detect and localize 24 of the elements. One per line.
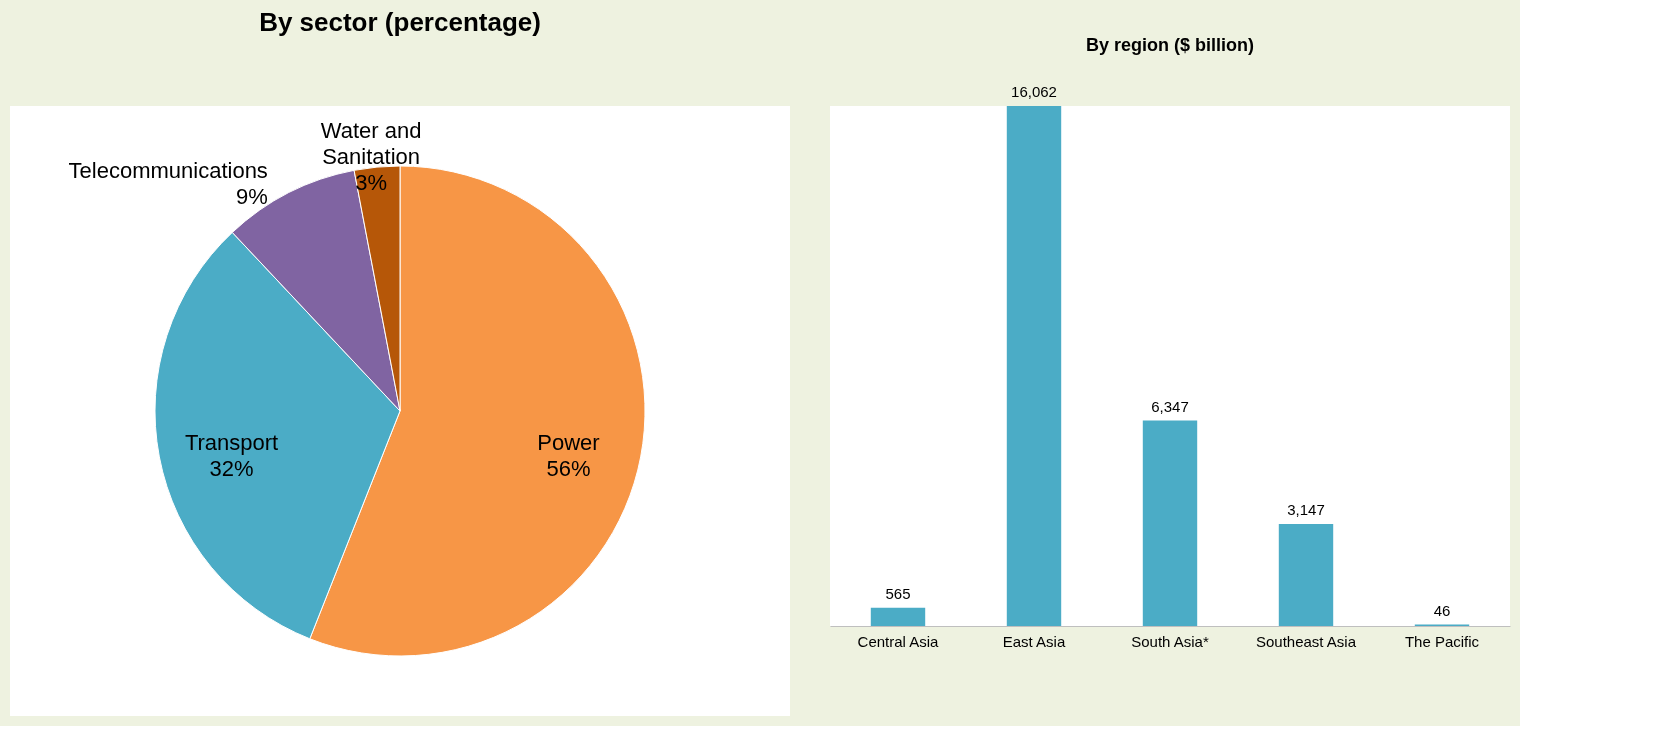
data-label: 6,347 [1151, 397, 1189, 415]
x-tick-label: South Asia* [1131, 632, 1209, 650]
bar [1278, 524, 1334, 626]
slice-label: Telecommunications [68, 157, 268, 183]
bar [1006, 106, 1062, 626]
chart-title: By region ($ billion) [1085, 35, 1255, 55]
data-label: 16,062 [1011, 83, 1057, 100]
x-tick-label: Central Asia [857, 632, 940, 650]
data-label: 3% [355, 169, 387, 195]
x-tick-label: East Asia [1002, 632, 1066, 650]
slice-label: Transport [184, 430, 279, 456]
data-label: 46 [1433, 601, 1451, 619]
data-label: 9% [236, 183, 268, 209]
data-label: 32% [209, 456, 254, 482]
slice-label: Power [537, 430, 600, 456]
slice-label: Water and Sanitation [320, 117, 422, 169]
data-label: 3,147 [1287, 501, 1325, 519]
x-tick-label: The Pacific [1404, 632, 1480, 650]
data-label: 565 [885, 584, 911, 602]
bar [870, 607, 926, 626]
x-tick-label: Southeast Asia [1255, 632, 1357, 650]
bar [1142, 420, 1198, 626]
chart-title: By sector (percentage) [259, 7, 541, 37]
data-label: 56% [546, 456, 591, 482]
